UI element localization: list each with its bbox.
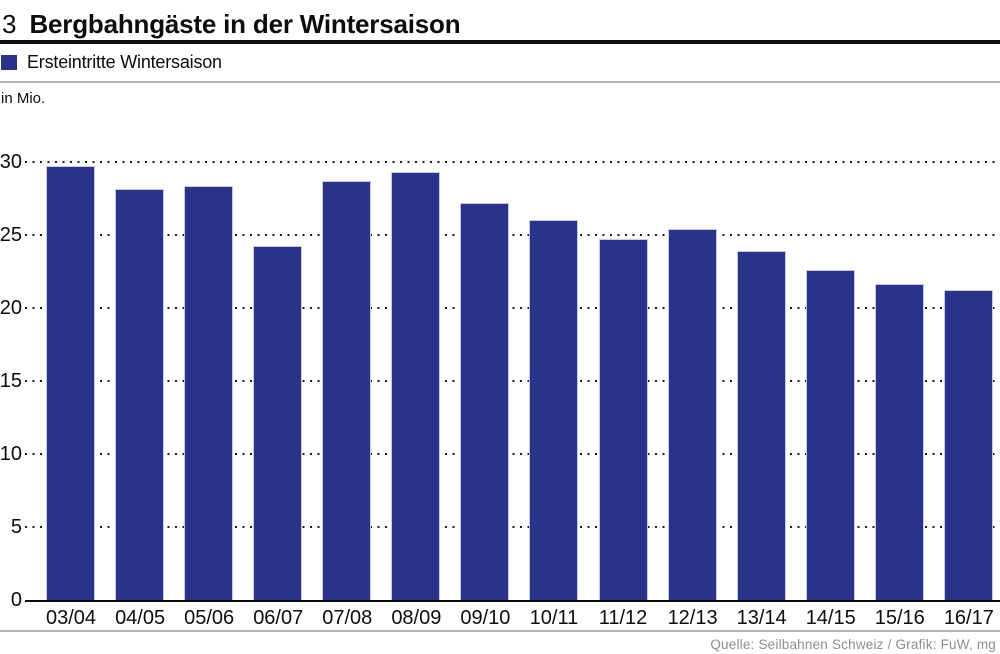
x-tick-label-10/11: 10/11 [529, 607, 579, 629]
x-tick-label-14/15: 14/15 [805, 607, 856, 629]
y-tick-label-30: 30 [0, 150, 22, 173]
x-tick-label-03/04: 03/04 [46, 607, 97, 629]
source-note: Quelle: Seilbahnen Schweiz / Grafik: FuW… [710, 637, 996, 652]
bar-08/09 [391, 171, 441, 600]
y-axis: 0 5 10 15 20 25 30 [0, 147, 25, 610]
y-tick-label-25: 25 [0, 223, 22, 246]
bar-14/15 [805, 269, 855, 600]
x-tick-label-12/13: 12/13 [667, 607, 718, 629]
x-tick-label-16/17: 16/17 [943, 607, 994, 629]
legend: Ersteintritte Wintersaison [0, 44, 1000, 81]
y-tick-label-20: 20 [0, 296, 22, 319]
gridline-5 [25, 525, 1000, 528]
gridline-15 [25, 379, 1000, 382]
bar-15/16 [874, 284, 924, 600]
bar-13/14 [736, 250, 786, 600]
bar-05/06 [184, 186, 234, 600]
title-divider [0, 40, 1000, 44]
x-tick-label-07/08: 07/08 [322, 607, 373, 629]
x-tick-label-05/06: 05/06 [184, 607, 235, 629]
bar-03/04 [46, 166, 95, 600]
y-tick-label-0: 0 [10, 589, 22, 611]
gridline-25 [25, 233, 1000, 236]
gridline-10 [25, 452, 1000, 455]
bar-07/08 [322, 180, 372, 600]
bar-04/05 [115, 189, 165, 600]
x-axis: 03/04 04/05 05/06 06/07 07/08 08/09 09/10 10/11… [25, 602, 1000, 629]
x-tick-label-04/05: 04/05 [115, 607, 166, 629]
bar-10/11 [529, 220, 579, 600]
y-tick-label-10: 10 [0, 442, 22, 465]
x-tick-label-09/10: 09/10 [460, 607, 511, 629]
x-tick-label-15/16: 15/16 [874, 607, 925, 629]
bar-09/10 [460, 202, 510, 600]
y-tick-label-15: 15 [0, 369, 22, 392]
x-tick-label-13/14: 13/14 [736, 607, 787, 629]
x-tick-label-08/09: 08/09 [391, 607, 442, 629]
bar-16/17 [943, 290, 993, 600]
legend-divider [0, 81, 1000, 83]
bars-container [25, 147, 1000, 600]
x-tick-label-06/07: 06/07 [253, 607, 304, 629]
footer-divider [0, 630, 1000, 632]
gridline-20 [25, 306, 1000, 309]
bar-11/12 [598, 239, 648, 600]
bar-12/13 [667, 228, 717, 600]
legend-swatch [1, 55, 17, 70]
legend-label: Ersteintritte Wintersaison [27, 52, 222, 72]
bar-06/07 [253, 246, 303, 600]
figure-number: 3 [2, 9, 17, 39]
source-row: Quelle: Seilbahnen Schweiz / Grafik: FuW… [0, 632, 1000, 654]
bar-chart: 0 5 10 15 20 25 30 [0, 147, 1000, 610]
plot-area [25, 147, 1000, 602]
x-tick-label-11/12: 11/12 [598, 607, 648, 629]
y-tick-label-5: 5 [10, 515, 22, 538]
page-title: Bergbahngäste in der Wintersaison [29, 9, 461, 39]
figure-header: 3 Bergbahngäste in der Wintersaison [0, 0, 1000, 40]
unit-row: in Mio. [0, 83, 1000, 114]
gridline-30 [25, 160, 1000, 163]
y-axis-unit-label: in Mio. [1, 90, 46, 107]
